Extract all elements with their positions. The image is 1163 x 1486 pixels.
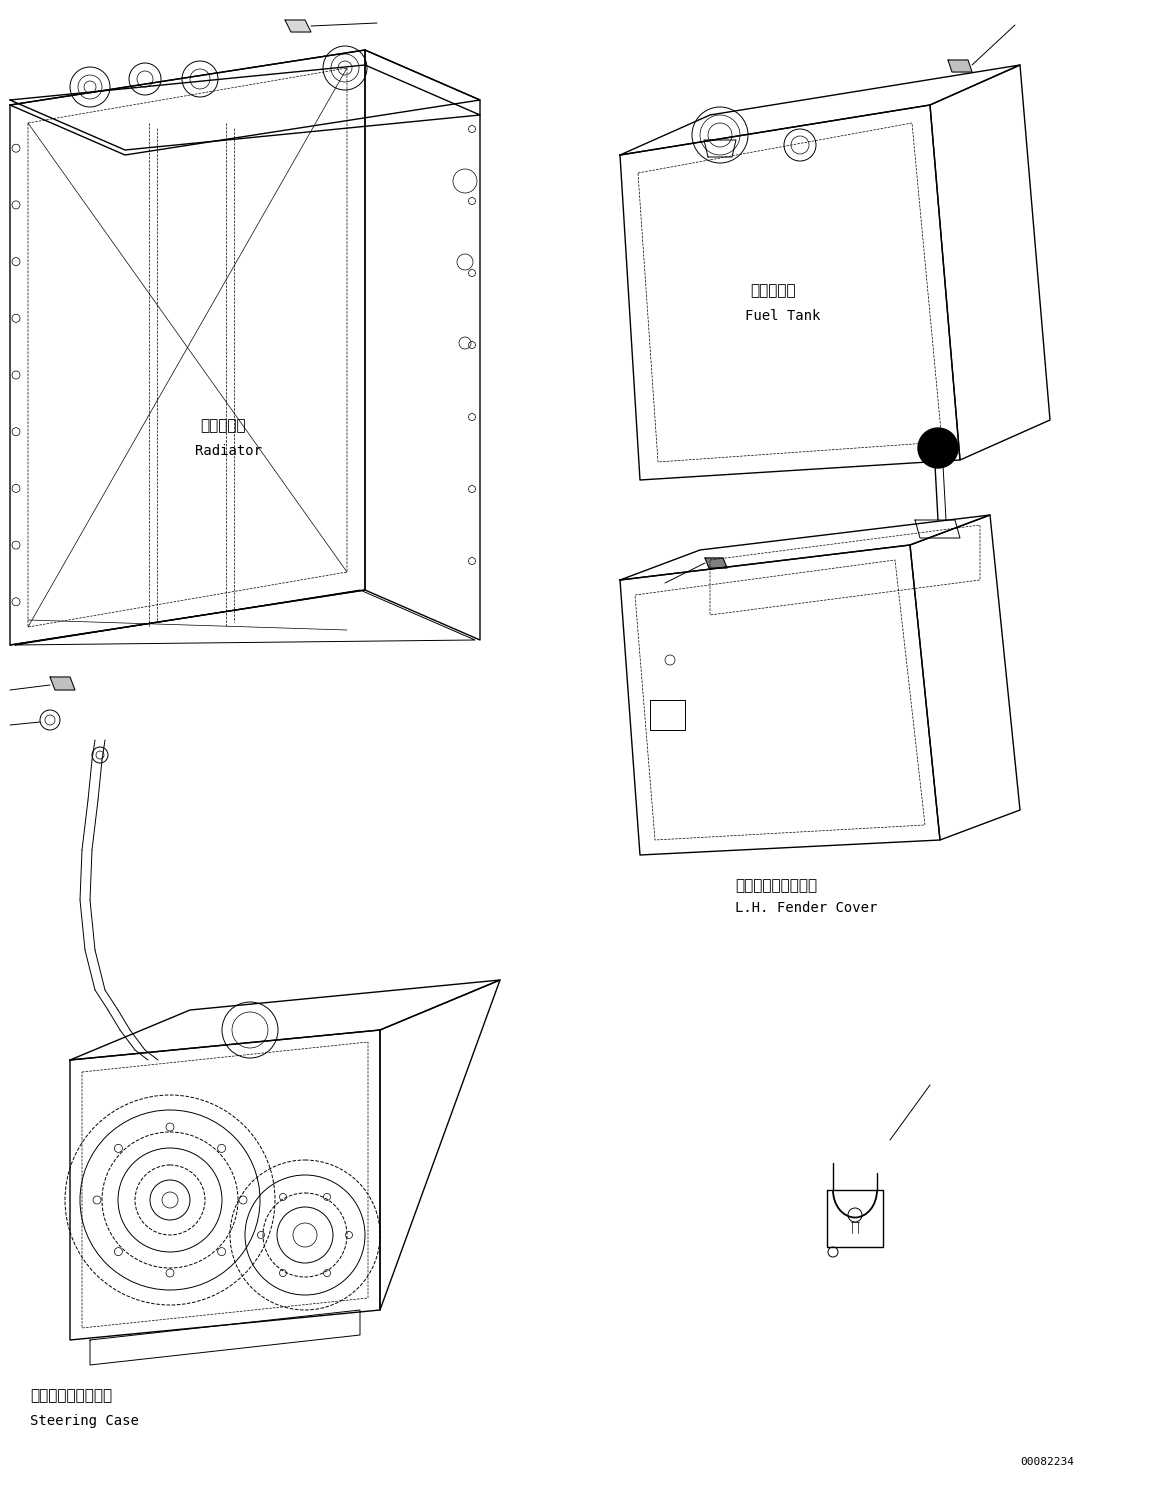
Text: Fuel Tank: Fuel Tank <box>745 309 820 322</box>
Polygon shape <box>948 59 972 71</box>
Text: Steering Case: Steering Case <box>30 1415 138 1428</box>
Circle shape <box>918 428 958 468</box>
Text: 燃料タンク: 燃料タンク <box>750 282 795 299</box>
Text: Radiator: Radiator <box>195 444 262 458</box>
Text: L.H. Fender Cover: L.H. Fender Cover <box>735 901 877 915</box>
Text: ラジエータ: ラジエータ <box>200 418 245 432</box>
Text: 00082234: 00082234 <box>1020 1456 1073 1467</box>
Polygon shape <box>285 19 311 33</box>
Text: ステアリングケース: ステアリングケース <box>30 1388 112 1403</box>
Text: 左　フェンダカバー: 左 フェンダカバー <box>735 878 818 893</box>
Polygon shape <box>705 559 727 568</box>
Polygon shape <box>50 678 74 690</box>
